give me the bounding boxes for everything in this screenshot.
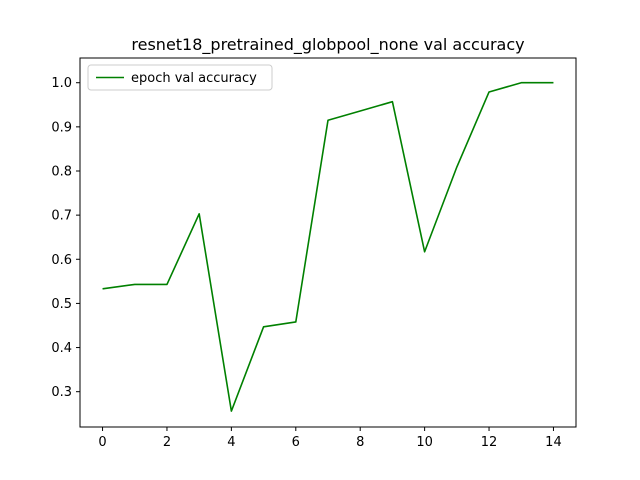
y-tick-label: 1.0 — [51, 76, 72, 91]
chart-title: resnet18_pretrained_globpool_none val ac… — [131, 35, 524, 55]
legend: epoch val accuracy — [87, 64, 273, 91]
series-line-0 — [102, 81, 554, 412]
x-tick-label: 12 — [481, 435, 498, 450]
y-tick-label: 0.5 — [51, 297, 72, 312]
x-tick-label: 10 — [416, 435, 433, 450]
x-tick-label: 0 — [98, 435, 106, 450]
legend-label: epoch val accuracy — [131, 71, 257, 86]
y-tick-label: 0.7 — [51, 209, 72, 224]
y-tick-label: 0.4 — [51, 341, 72, 356]
x-tick-label: 8 — [356, 435, 364, 450]
plot-frame — [79, 57, 577, 428]
x-tick-label: 4 — [227, 435, 235, 450]
y-tick-label: 0.8 — [51, 164, 72, 179]
y-tick-label: 0.6 — [51, 253, 72, 268]
y-tick-label: 0.9 — [51, 120, 72, 135]
y-tick-label: 0.3 — [51, 385, 72, 400]
plot-area: 0 2 4 6 8 10 12 14 0.3 0.4 0.5 0.6 0.7 0.8 0.9 1.0 — [51, 57, 577, 450]
x-tick-label: 14 — [545, 435, 562, 450]
x-tick-label: 6 — [292, 435, 300, 450]
legend-box — [87, 64, 273, 91]
x-tick-label: 2 — [163, 435, 171, 450]
